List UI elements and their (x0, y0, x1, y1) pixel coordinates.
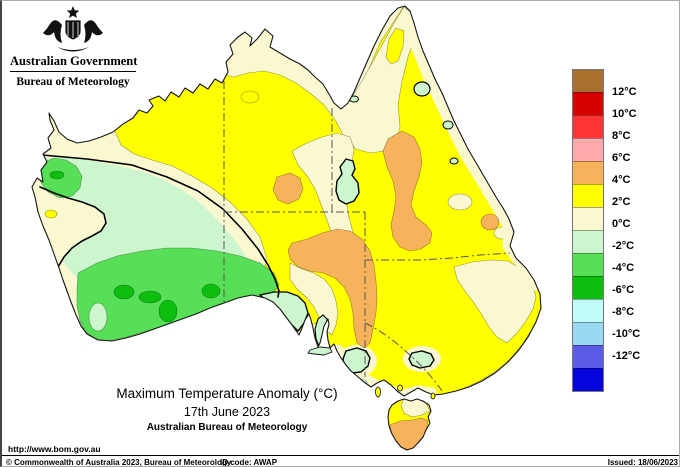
legend-label: -2°C (612, 240, 635, 252)
legend-label: 6°C (612, 152, 631, 164)
footer-strip: © Commonwealth of Australia 2023, Bureau… (2, 457, 679, 467)
legend-label: 2°C (612, 196, 631, 208)
legend-label: -4°C (612, 262, 635, 274)
legend-label: -12°C (612, 350, 641, 362)
footer-separator (2, 455, 679, 456)
state-borders (223, 81, 511, 392)
legend-band (573, 207, 603, 230)
coastline (31, 5, 542, 397)
map-org: Australian Bureau of Meteorology (146, 422, 308, 433)
bom-url: http://www.bom.gov.au (8, 444, 101, 454)
title-block: Maximum Temperature Anomaly (°C) 17th Ju… (65, 386, 389, 434)
header-rule (10, 71, 136, 72)
legend-band (573, 115, 603, 138)
legend-label: -10°C (612, 328, 641, 340)
government-header: Australian Government Bureau of Meteorol… (10, 5, 138, 88)
legend-band (573, 299, 603, 322)
map-title: Maximum Temperature Anomaly (°C) (116, 386, 338, 401)
legend-band (573, 322, 603, 345)
region-orange-qld (382, 130, 433, 252)
legend-band (573, 345, 603, 368)
region-cream-nsw (453, 259, 537, 344)
bureau-title: Bureau of Meteorology (16, 76, 130, 88)
legend-band (573, 184, 603, 207)
legend-band (573, 230, 603, 253)
zero-contour-west (41, 154, 280, 298)
legend-band (573, 276, 603, 299)
region-green-sw (76, 247, 280, 342)
legend-label: 0°C (612, 218, 631, 230)
id-code: ID code: AWAP (220, 458, 278, 467)
legend-band (573, 253, 603, 276)
legend-bands (572, 69, 604, 392)
legend-label: 12°C (612, 86, 637, 98)
legend-label: 4°C (612, 174, 631, 186)
legend-band (573, 70, 603, 92)
legend-band (573, 161, 603, 184)
region-orange-alice (272, 172, 304, 205)
region-orange-sa (287, 228, 378, 349)
map-date: 17th June 2023 (183, 405, 271, 419)
legend: 12°C 10°C 8°C 6°C 4°C 2°C 0°C -2°C -4°C -6°C -8°C -… (572, 69, 679, 392)
legend-band (573, 368, 603, 391)
legend-label: 10°C (612, 108, 637, 120)
copyright-text: © Commonwealth of Australia 2023, Bureau… (6, 458, 232, 467)
coat-of-arms (43, 6, 103, 52)
issued-date: Issued: 18/06/2023 (607, 458, 678, 467)
legend-label: 8°C (612, 130, 631, 142)
legend-band (573, 138, 603, 161)
legend-label: -6°C (612, 284, 635, 296)
legend-band (573, 92, 603, 115)
government-title: Australian Government (10, 54, 138, 68)
legend-label: -8°C (612, 306, 635, 318)
kangaroo-island (307, 346, 333, 356)
